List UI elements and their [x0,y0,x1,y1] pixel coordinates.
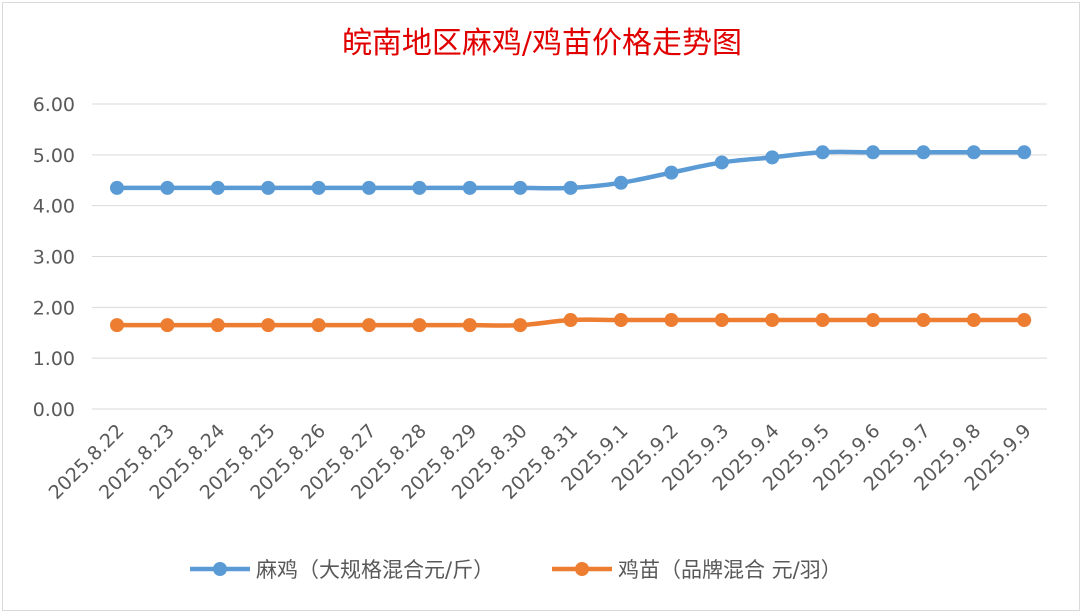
series-2-point [664,313,679,328]
chart-title: 皖南地区麻鸡/鸡苗价格走势图 [341,26,743,61]
series-1-point [362,180,376,195]
series-1-point [311,180,326,195]
y-tick-label: 5.00 [33,145,75,167]
series-1-point [412,180,427,195]
series-1-point [261,180,276,195]
series-2-point [614,313,628,328]
series-2-point [311,318,326,333]
series-2-point [1017,313,1032,328]
series-2-point [210,318,225,333]
y-tick-label: 4.00 [33,196,75,218]
series-2-point [765,313,780,328]
series-1-point [866,145,880,160]
series-1-point [160,180,175,195]
series-1-point [916,145,931,160]
series-1-point [614,175,628,190]
y-tick-label: 3.00 [33,247,75,269]
series-1-point [110,180,124,195]
series-2-point [362,318,376,333]
series-2-point [462,318,477,333]
legend: 麻鸡（大规格混合元/斤） 鸡苗（品牌混合 元/羽） [190,558,842,582]
legend-label-2: 鸡苗（品牌混合 元/羽） [618,558,842,582]
series-2-point [563,313,578,328]
series-1-point [815,145,830,160]
legend-marker-2 [575,562,589,576]
series-1-point [1017,145,1032,160]
series-1-point [462,180,477,195]
series-2-point [966,313,981,328]
series-2-point [261,318,276,333]
grid-lines [92,103,1047,410]
series-1-point [966,145,981,160]
series-2-point [412,318,427,333]
legend-label-1: 麻鸡（大规格混合元/斤） [256,558,494,582]
y-tick-label: 1.00 [33,348,75,370]
y-tick-label: 2.00 [33,297,75,319]
y-tick-label: 0.00 [33,399,75,421]
series-2-point [110,318,124,333]
series-2-point [916,313,931,328]
y-tick-label: 6.00 [33,94,75,116]
series-1-point [210,180,225,195]
series-1-point [714,155,729,170]
series-group [110,145,1032,333]
series-2-point [160,318,175,333]
series-1-point [765,150,780,165]
series-1-point [563,180,578,195]
legend-marker-1 [213,562,227,576]
series-2-point [815,313,830,328]
series-2-point [714,313,729,328]
series-2-point [513,318,528,333]
x-axis-ticks: 2025.8.222025.8.232025.8.242025.8.252025… [45,420,1036,504]
series-1-point [513,180,528,195]
series-1-point [664,165,679,180]
series-2-point [866,313,880,328]
y-axis-ticks: 0.00 1.00 2.00 3.00 4.00 5.00 6.00 [33,94,75,421]
